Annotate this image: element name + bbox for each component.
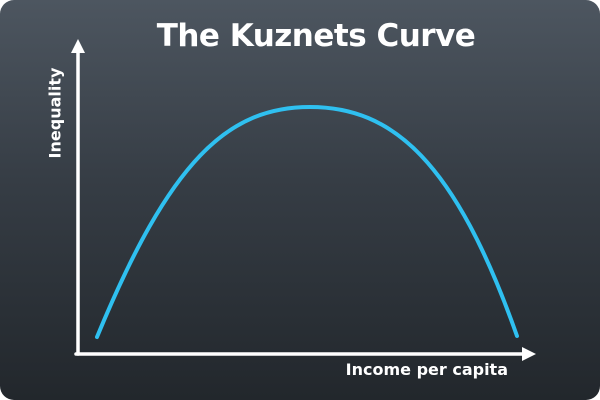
diagram-title: The Kuznets Curve bbox=[156, 18, 476, 54]
x-axis-arrow-icon bbox=[522, 347, 536, 361]
x-axis-label: Income per capita bbox=[345, 360, 508, 379]
y-axis-arrow-icon bbox=[71, 39, 85, 53]
kuznets-curve bbox=[95, 104, 519, 339]
